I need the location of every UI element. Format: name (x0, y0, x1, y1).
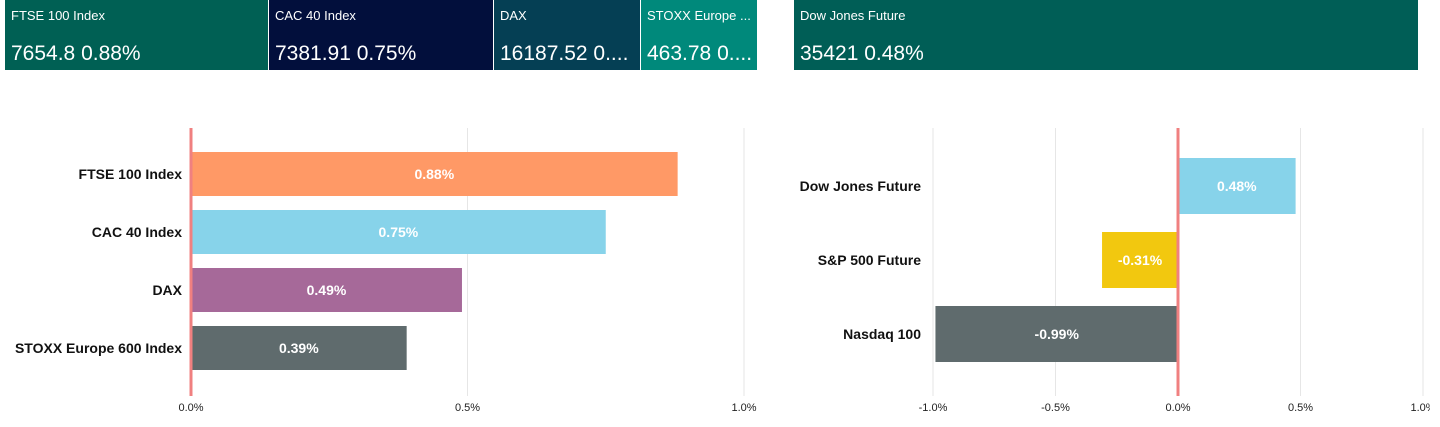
us-futures-bar-chart: -1.0% -0.5% 0.0% 0.5% 1.0% 0.48% Dow Jones Fut… (800, 128, 1430, 414)
bar-nasdaq-100[interactable] (935, 306, 1178, 362)
category-label: CAC 40 Index (92, 224, 182, 240)
europe-indices-bar-chart: 0.0% 0.5% 1.0% 0.88% FTSE 100 Index 0.75% CAC … (15, 128, 757, 414)
category-label: S&P 500 Future (818, 252, 921, 268)
data-label: 0.48% (1217, 178, 1257, 194)
category-label: Dow Jones Future (800, 178, 922, 194)
data-label: 0.39% (279, 340, 319, 356)
bar-dax[interactable] (191, 268, 462, 312)
kpi-tiles: FTSE 100 Index 7654.8 0.88% CAC 40 Index… (0, 0, 1440, 70)
data-label: 0.88% (414, 166, 454, 182)
x-tick-label: -1.0% (919, 402, 948, 414)
tile-dax[interactable]: DAX 16187.52 0.... (494, 0, 640, 70)
data-label: 0.75% (379, 224, 419, 240)
bar-s-p-500-future[interactable] (1102, 232, 1178, 288)
x-tick-label: 0.0% (178, 402, 203, 414)
x-tick-label: 1.0% (731, 402, 756, 414)
tile-cac-40[interactable]: CAC 40 Index 7381.91 0.75% (269, 0, 493, 70)
x-tick-label: 1.0% (1410, 402, 1430, 414)
category-label: STOXX Europe 600 Index (15, 340, 182, 356)
data-label: -0.99% (1035, 326, 1080, 342)
bar-ftse-100-index[interactable] (191, 152, 678, 196)
bar-cac-40-index[interactable] (191, 210, 606, 254)
tile-ftse-100[interactable]: FTSE 100 Index 7654.8 0.88% (5, 0, 268, 70)
data-label: 0.49% (307, 282, 347, 298)
x-tick-label: 0.5% (455, 402, 480, 414)
tile-dow-jones-future[interactable]: Dow Jones Future 35421 0.48% (794, 0, 1418, 70)
x-tick-label: -0.5% (1041, 402, 1070, 414)
category-label: FTSE 100 Index (79, 166, 183, 182)
bar-dow-jones-future[interactable] (1178, 158, 1296, 214)
tile-stoxx-600[interactable]: STOXX Europe ... 463.78 0.... (641, 0, 757, 70)
category-label: DAX (152, 282, 182, 298)
x-tick-label: 0.5% (1288, 402, 1313, 414)
bar-stoxx-europe-600-index[interactable] (191, 326, 407, 370)
data-label: -0.31% (1118, 252, 1163, 268)
category-label: Nasdaq 100 (843, 326, 921, 342)
x-tick-label: 0.0% (1165, 402, 1190, 414)
